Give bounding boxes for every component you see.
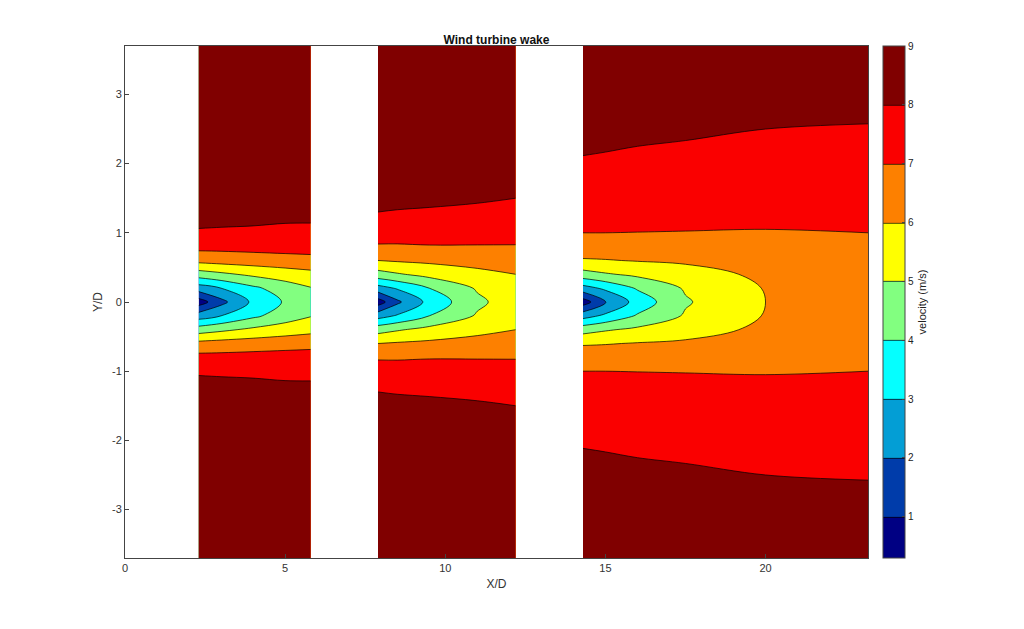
- svg-text:5: 5: [282, 562, 288, 574]
- svg-text:Wind turbine wake: Wind turbine wake: [444, 33, 550, 47]
- svg-text:9: 9: [908, 41, 914, 52]
- svg-text:-1: -1: [112, 365, 122, 377]
- svg-text:1: 1: [908, 511, 914, 522]
- svg-text:-2: -2: [112, 434, 122, 446]
- svg-text:0: 0: [122, 562, 128, 574]
- svg-text:2: 2: [908, 452, 914, 463]
- svg-text:3: 3: [908, 394, 914, 405]
- svg-text:7: 7: [908, 158, 914, 169]
- svg-text:4: 4: [908, 335, 914, 346]
- svg-text:1: 1: [116, 227, 122, 239]
- svg-text:2: 2: [116, 157, 122, 169]
- svg-text:Y/D: Y/D: [91, 292, 105, 312]
- svg-text:10: 10: [439, 562, 451, 574]
- svg-text:20: 20: [759, 562, 771, 574]
- svg-text:velocity (m/s): velocity (m/s): [916, 270, 928, 335]
- svg-text:15: 15: [599, 562, 611, 574]
- svg-text:6: 6: [908, 217, 914, 228]
- svg-text:5: 5: [908, 276, 914, 287]
- svg-text:3: 3: [116, 88, 122, 100]
- svg-text:-3: -3: [112, 503, 122, 515]
- svg-text:0: 0: [116, 296, 122, 308]
- svg-text:8: 8: [908, 99, 914, 110]
- svg-text:X/D: X/D: [486, 577, 506, 591]
